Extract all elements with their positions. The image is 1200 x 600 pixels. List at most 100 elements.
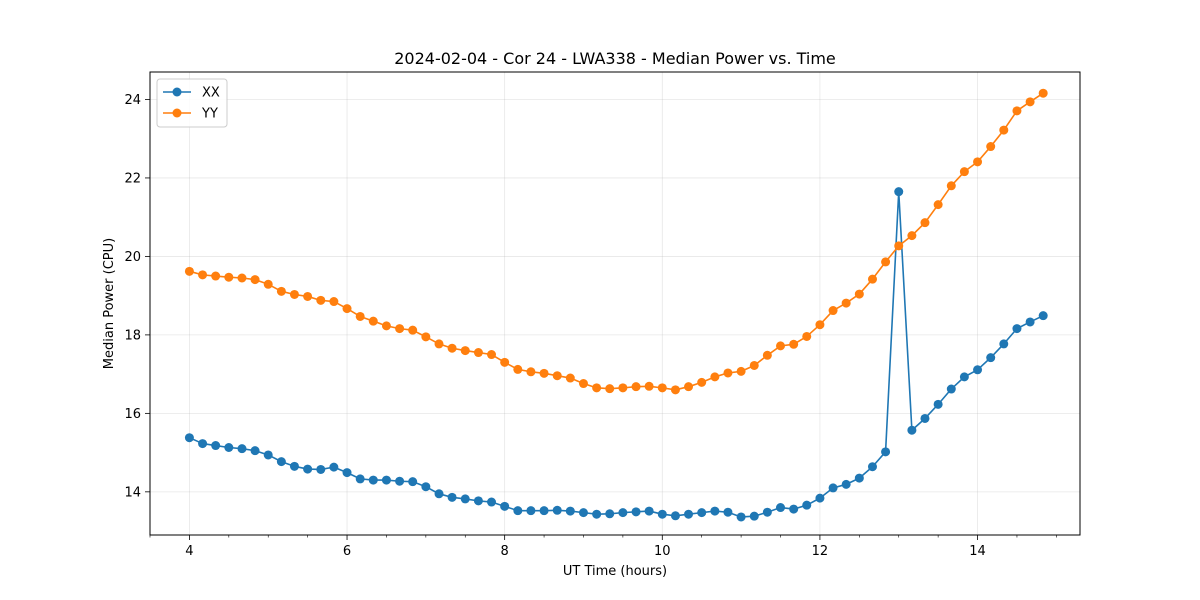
data-point xyxy=(263,279,273,289)
data-point xyxy=(1012,324,1022,334)
x-tick-label: 12 xyxy=(812,544,829,559)
data-point xyxy=(263,450,273,460)
data-point xyxy=(670,511,680,521)
data-point xyxy=(316,295,326,305)
data-point xyxy=(473,348,483,358)
data-point xyxy=(605,509,615,519)
data-point xyxy=(460,494,470,504)
data-point xyxy=(513,364,523,374)
legend-marker xyxy=(172,108,182,118)
y-tick-label: 18 xyxy=(124,328,141,343)
data-point xyxy=(697,508,707,518)
data-point xyxy=(867,274,877,284)
data-point xyxy=(973,157,983,167)
data-point xyxy=(592,509,602,519)
x-tick-label: 4 xyxy=(185,544,193,559)
grid xyxy=(150,72,1080,535)
plot-area xyxy=(184,88,1048,522)
data-point xyxy=(920,218,930,228)
data-point xyxy=(289,461,299,471)
data-point xyxy=(473,496,483,506)
data-point xyxy=(710,506,720,516)
data-point xyxy=(1025,97,1035,107)
data-point xyxy=(289,289,299,299)
data-point xyxy=(657,383,667,393)
data-point xyxy=(434,339,444,349)
x-tick-label: 14 xyxy=(969,544,986,559)
y-tick-label: 20 xyxy=(124,250,141,265)
data-point xyxy=(749,511,759,521)
data-point xyxy=(539,506,549,516)
data-point xyxy=(828,306,838,316)
data-point xyxy=(684,509,694,519)
data-point xyxy=(762,350,772,360)
data-point xyxy=(565,506,575,516)
data-point xyxy=(526,367,536,377)
data-point xyxy=(565,373,575,383)
data-point xyxy=(670,385,680,395)
data-point xyxy=(276,286,286,296)
data-point xyxy=(999,125,1009,135)
data-point xyxy=(854,473,864,483)
data-point xyxy=(973,365,983,375)
data-point xyxy=(395,324,405,334)
data-point xyxy=(907,231,917,241)
chart-title: 2024-02-04 - Cor 24 - LWA338 - Median Po… xyxy=(394,49,836,68)
data-point xyxy=(894,241,904,251)
data-point xyxy=(539,368,549,378)
data-point xyxy=(578,379,588,389)
data-point xyxy=(657,509,667,519)
data-point xyxy=(605,384,615,394)
x-axis: 4 6 8 10 12 14 xyxy=(149,535,1057,559)
data-point xyxy=(749,360,759,370)
data-point xyxy=(907,425,917,435)
data-point xyxy=(1012,106,1022,116)
series-line xyxy=(189,92,1044,391)
data-point xyxy=(959,167,969,177)
data-point xyxy=(776,341,786,351)
data-point xyxy=(841,479,851,489)
data-point xyxy=(881,257,891,267)
data-point xyxy=(211,271,221,281)
data-point xyxy=(986,353,996,363)
data-point xyxy=(198,439,208,449)
x-tick-label: 10 xyxy=(654,544,671,559)
data-point xyxy=(552,505,562,515)
y-axis: 14 16 18 20 22 24 xyxy=(124,93,150,500)
axes-frame xyxy=(149,71,1081,536)
data-point xyxy=(368,475,378,485)
data-point xyxy=(881,447,891,457)
data-point xyxy=(631,507,641,517)
data-point xyxy=(460,346,470,356)
data-point xyxy=(198,270,208,280)
data-point xyxy=(946,181,956,191)
data-point xyxy=(789,339,799,349)
legend-label: YY xyxy=(201,107,218,122)
data-point xyxy=(395,476,405,486)
data-point xyxy=(959,372,969,382)
data-point xyxy=(381,475,391,485)
data-point xyxy=(381,321,391,331)
data-point xyxy=(631,382,641,392)
data-point xyxy=(815,320,825,330)
data-point xyxy=(1025,317,1035,327)
data-point xyxy=(723,368,733,378)
data-point xyxy=(736,366,746,376)
data-point xyxy=(368,316,378,326)
data-point xyxy=(723,507,733,517)
data-point xyxy=(303,464,313,474)
data-point xyxy=(1038,88,1048,98)
data-point xyxy=(487,350,496,360)
data-point xyxy=(1038,311,1048,321)
data-point xyxy=(552,371,562,381)
data-point xyxy=(211,441,221,451)
data-point xyxy=(828,483,838,493)
legend-marker xyxy=(172,87,182,97)
data-point xyxy=(854,289,864,299)
data-point xyxy=(250,275,260,285)
y-axis-label: Median Power (CPU) xyxy=(102,238,117,369)
data-point xyxy=(316,464,326,474)
legend-label: XX xyxy=(202,86,220,101)
data-point xyxy=(342,304,352,314)
